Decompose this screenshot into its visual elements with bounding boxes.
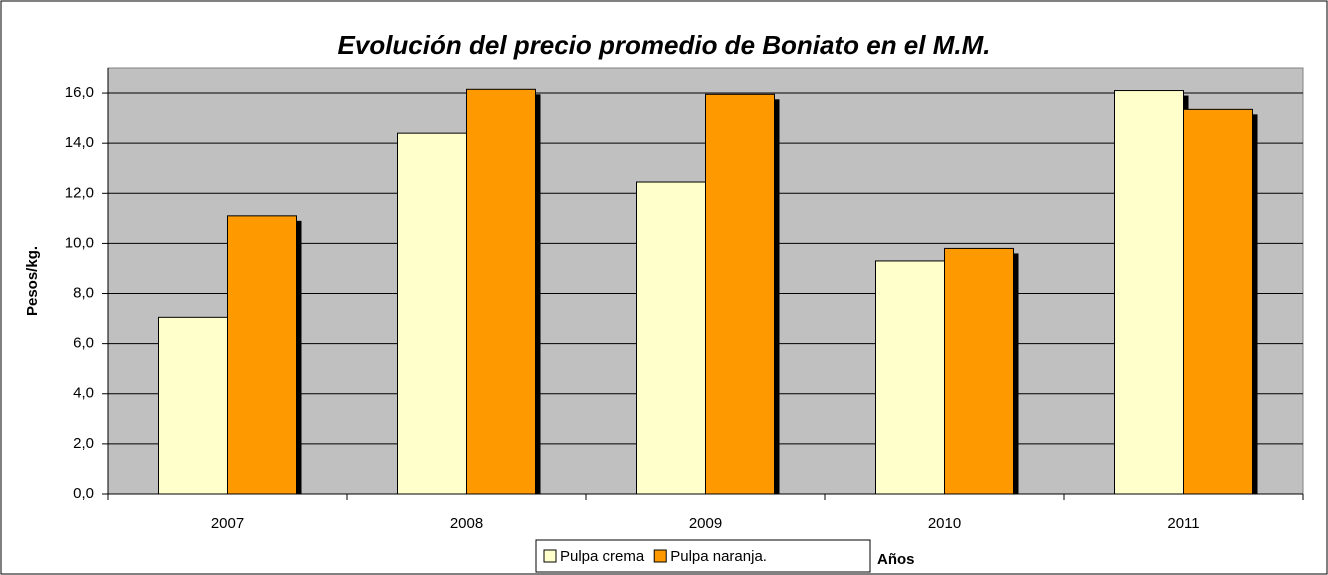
x-axis-title: Años [877, 551, 915, 568]
legend-box [535, 539, 871, 573]
y-tick-label: 12,0 [65, 184, 94, 201]
y-tick-label: 14,0 [65, 134, 94, 151]
y-tick-label: 16,0 [65, 84, 94, 101]
bar [1114, 90, 1184, 495]
bar [875, 260, 945, 495]
bar [1183, 108, 1253, 495]
y-tick-label: 0,0 [73, 485, 94, 502]
bar [158, 316, 228, 495]
y-tick-label: 8,0 [73, 284, 94, 301]
x-tick-label: 2008 [450, 515, 483, 532]
y-tick-label: 4,0 [73, 385, 94, 402]
legend-swatch [653, 549, 667, 563]
y-tick-label: 6,0 [73, 335, 94, 352]
y-axis-title: Pesos/kg. [24, 246, 41, 316]
bar [705, 93, 775, 495]
legend-swatch [543, 549, 557, 563]
bar [227, 215, 297, 495]
y-tick-label: 10,0 [65, 234, 94, 251]
y-tick-label: 2,0 [73, 435, 94, 452]
x-tick-label: 2011 [1167, 515, 1199, 532]
legend-label: Pulpa naranja. [670, 548, 767, 565]
bar [944, 247, 1014, 495]
bar [636, 181, 706, 495]
x-tick-label: 2009 [689, 515, 722, 532]
x-tick-label: 2007 [211, 515, 244, 532]
bar [397, 132, 467, 495]
chart-title: Evolución del precio promedio de Boniato… [338, 30, 991, 60]
legend-label: Pulpa crema [560, 548, 645, 565]
bar [466, 88, 536, 495]
x-tick-label: 2010 [928, 515, 961, 532]
